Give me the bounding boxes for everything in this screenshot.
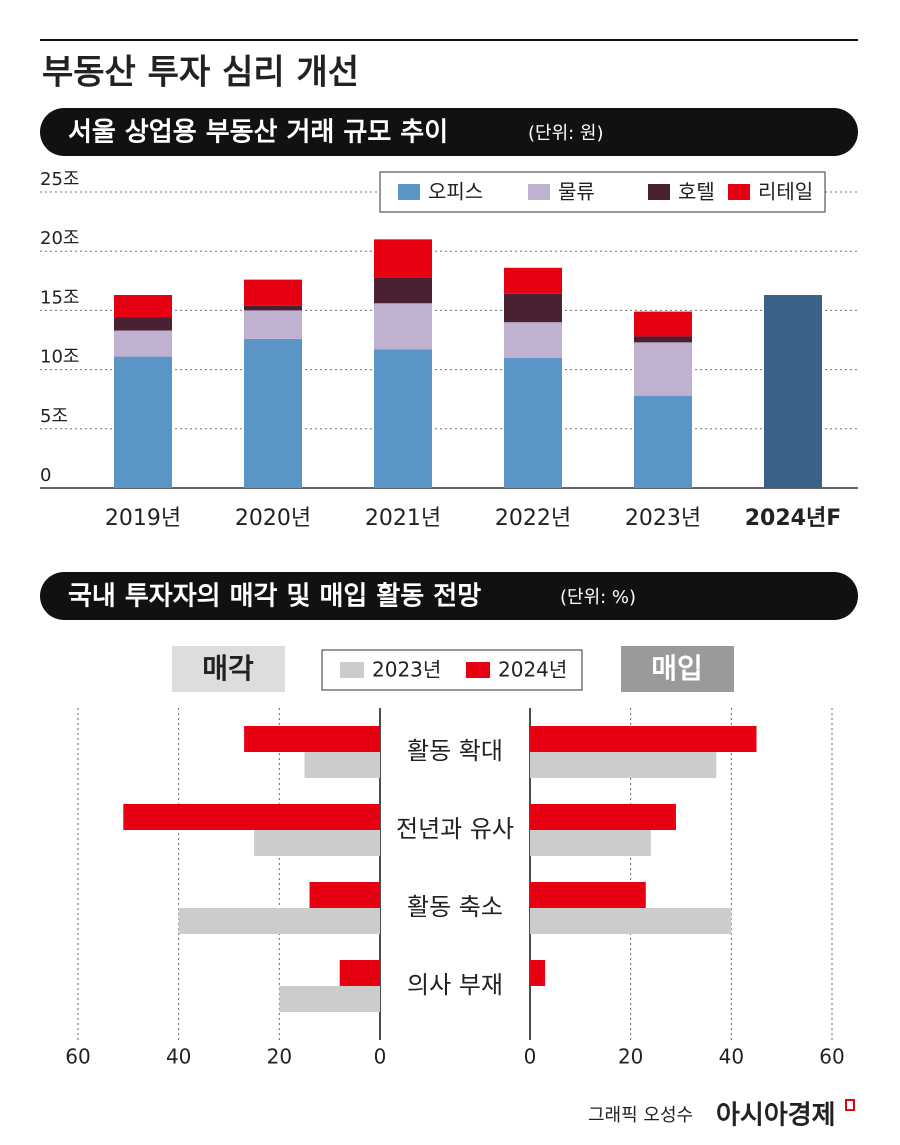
bar [178, 908, 380, 934]
bar-segment [634, 311, 692, 337]
y-tick-label: 0 [40, 465, 51, 486]
main-title: 부동산 투자 심리 개선 [42, 53, 359, 93]
category-label: 활동 확대 [407, 737, 503, 765]
x-tick-label: 60 [65, 1045, 90, 1069]
bar-segment [374, 349, 432, 488]
legend-label: 리테일 [758, 180, 813, 204]
section-header [40, 572, 858, 620]
legend-box [321, 649, 583, 691]
x-tick-label: 0 [524, 1045, 537, 1069]
x-tick-label: 2023년 [625, 506, 701, 531]
bar-segment [634, 336, 692, 343]
bar [123, 804, 381, 830]
legend-label: 2024년 [498, 658, 567, 682]
bar [530, 726, 757, 752]
bar [530, 882, 646, 908]
legend-swatch [466, 662, 490, 678]
panel-label-box [172, 646, 285, 692]
bar [530, 908, 732, 934]
category-label: 활동 축소 [407, 893, 503, 921]
legend-label: 오피스 [428, 180, 483, 204]
x-tick-label: 60 [819, 1045, 844, 1069]
bar-segment [504, 357, 562, 488]
bar-segment [504, 293, 562, 323]
panel-label: 매입 [651, 652, 703, 685]
bar [530, 960, 546, 986]
x-tick-label: 40 [166, 1045, 191, 1069]
bar-segment [244, 279, 302, 306]
x-tick-label: 0 [374, 1045, 387, 1069]
legend-label: 2023년 [372, 658, 441, 682]
x-tick-label: 2024년F [745, 506, 842, 531]
chart-title: 서울 상업용 부동산 거래 규모 추이 [68, 118, 448, 148]
bar [304, 752, 380, 778]
bar-segment [244, 305, 302, 311]
bar-segment [374, 239, 432, 278]
legend-swatch [398, 184, 420, 200]
bar-segment [504, 267, 562, 294]
bar-segment [634, 395, 692, 488]
x-tick-label: 2021년 [365, 506, 441, 531]
bar-segment [114, 317, 172, 331]
category-label: 의사 부재 [407, 971, 503, 999]
legend-box [379, 171, 826, 213]
bar-segment [114, 330, 172, 357]
bar [530, 830, 651, 856]
bar [254, 830, 380, 856]
legend-label: 호텔 [678, 180, 715, 204]
x-tick-label: 40 [719, 1045, 744, 1069]
forecast-bar [764, 295, 822, 488]
bar-segment [374, 277, 432, 304]
bar [309, 882, 380, 908]
y-tick-label: 15조 [40, 287, 79, 308]
x-tick-label: 2020년 [235, 506, 311, 531]
bar [279, 986, 380, 1012]
bar-segment [244, 310, 302, 339]
legend-swatch [648, 184, 670, 200]
y-tick-label: 20조 [40, 228, 79, 249]
bar [530, 752, 717, 778]
bar-segment [244, 338, 302, 488]
panel-label-box [621, 646, 734, 692]
brand: 아시아경제 [716, 1101, 836, 1131]
x-tick-label: 2022년 [495, 506, 571, 531]
bar-segment [114, 295, 172, 318]
chart-title: 국내 투자자의 매각 및 매입 활동 전망 [68, 582, 481, 612]
legend-swatch [728, 184, 750, 200]
category-label: 전년과 유사 [396, 815, 514, 843]
x-tick-label: 20 [267, 1045, 292, 1069]
y-tick-label: 5조 [40, 406, 68, 427]
unit-label: (단위: 원) [528, 123, 604, 144]
bar [530, 804, 676, 830]
x-tick-label: 2019년 [105, 506, 181, 531]
bar [244, 726, 380, 752]
brand-icon [845, 1099, 855, 1111]
x-tick-label: 20 [618, 1045, 643, 1069]
bar [339, 960, 380, 986]
y-tick-label: 10조 [40, 347, 79, 368]
bar-segment [374, 303, 432, 350]
credit: 그래픽 오성수 [588, 1105, 693, 1126]
bar-segment [114, 356, 172, 488]
panel-label: 매각 [202, 652, 254, 685]
unit-label: (단위: %) [560, 587, 636, 608]
legend-swatch [340, 662, 364, 678]
bar-segment [634, 342, 692, 396]
bar-segment [504, 322, 562, 358]
legend-label: 물류 [558, 180, 595, 204]
legend-swatch [528, 184, 550, 200]
y-tick-label: 25조 [40, 169, 79, 190]
section-header [40, 108, 858, 156]
